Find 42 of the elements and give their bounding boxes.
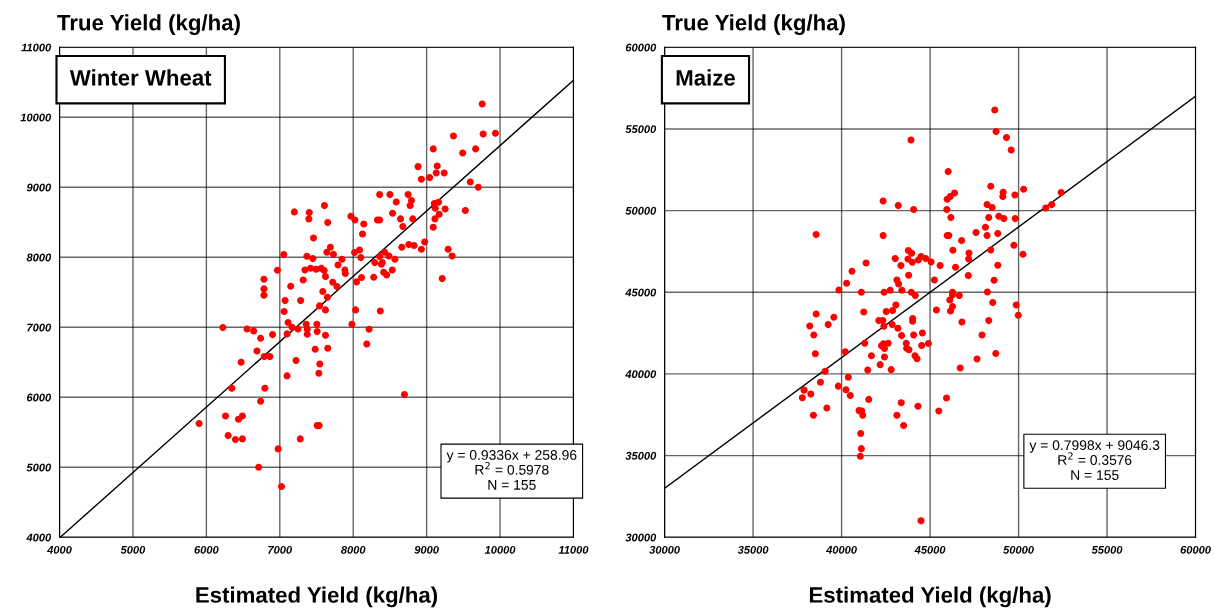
x-tick-label: 55000 xyxy=(1091,545,1123,554)
annotation: N = 155 xyxy=(488,480,536,490)
y-tick-label: 55000 xyxy=(625,125,657,134)
x-tick-label: 8000 xyxy=(341,545,366,554)
y-tick-label: 40000 xyxy=(625,370,657,379)
annotation: R$^{2}$ = 0.3576 xyxy=(1058,452,1132,465)
x-tick-label: 35000 xyxy=(737,545,769,554)
y-tick-label: 60000 xyxy=(625,43,657,52)
x-axis-title: Estimated Yield (kg/ha) xyxy=(809,586,1051,608)
x-tick-label: 30000 xyxy=(649,545,680,554)
annotation: N = 155 xyxy=(1071,470,1119,480)
y-tick-label: 11000 xyxy=(21,43,52,52)
y-axis-title: True Yield (kg/ha) xyxy=(662,14,845,36)
text: Winter Wheat xyxy=(69,69,212,86)
x-tick-label: 6000 xyxy=(194,545,219,554)
x-tick-label: 50000 xyxy=(1003,545,1034,554)
x-tick-label: 45000 xyxy=(914,545,946,554)
x-tick-label: 11000 xyxy=(558,545,589,554)
y-tick-label: 7000 xyxy=(27,323,52,332)
annotation: R$^{2}$ = 0.5978 xyxy=(475,462,549,475)
x-tick-label: 5000 xyxy=(120,545,146,554)
y-axis-title: True Yield (kg/ha) xyxy=(57,14,240,36)
y-tick-label: 6000 xyxy=(27,393,52,402)
y-tick-label: 8000 xyxy=(26,253,52,262)
y-tick-label: 9000 xyxy=(26,183,52,192)
x-tick-label: 9000 xyxy=(414,545,439,554)
annotation: y = 0.7998x + 9046.3 xyxy=(1029,440,1160,453)
y-tick-label: 5000 xyxy=(26,463,52,472)
y-tick-label: 10000 xyxy=(20,113,52,122)
x-tick-label: 7000 xyxy=(268,545,293,554)
y-tick-label: 50000 xyxy=(625,206,657,215)
x-tick-label: 10000 xyxy=(484,545,516,554)
x-axis-title: Estimated Yield (kg/ha) xyxy=(196,586,438,608)
y-tick-label: 30000 xyxy=(625,533,657,542)
annotation: y = 0.9336x + 258.96 xyxy=(446,450,577,463)
y-tick-label: 35000 xyxy=(625,451,657,460)
y-tick-label: 45000 xyxy=(625,288,657,297)
y-tick-label: 4000 xyxy=(26,533,52,542)
text: Maize xyxy=(676,69,735,86)
x-tick-label: 40000 xyxy=(825,545,857,554)
x-tick-label: 4000 xyxy=(46,545,72,554)
x-tick-label: 60000 xyxy=(1180,545,1211,554)
